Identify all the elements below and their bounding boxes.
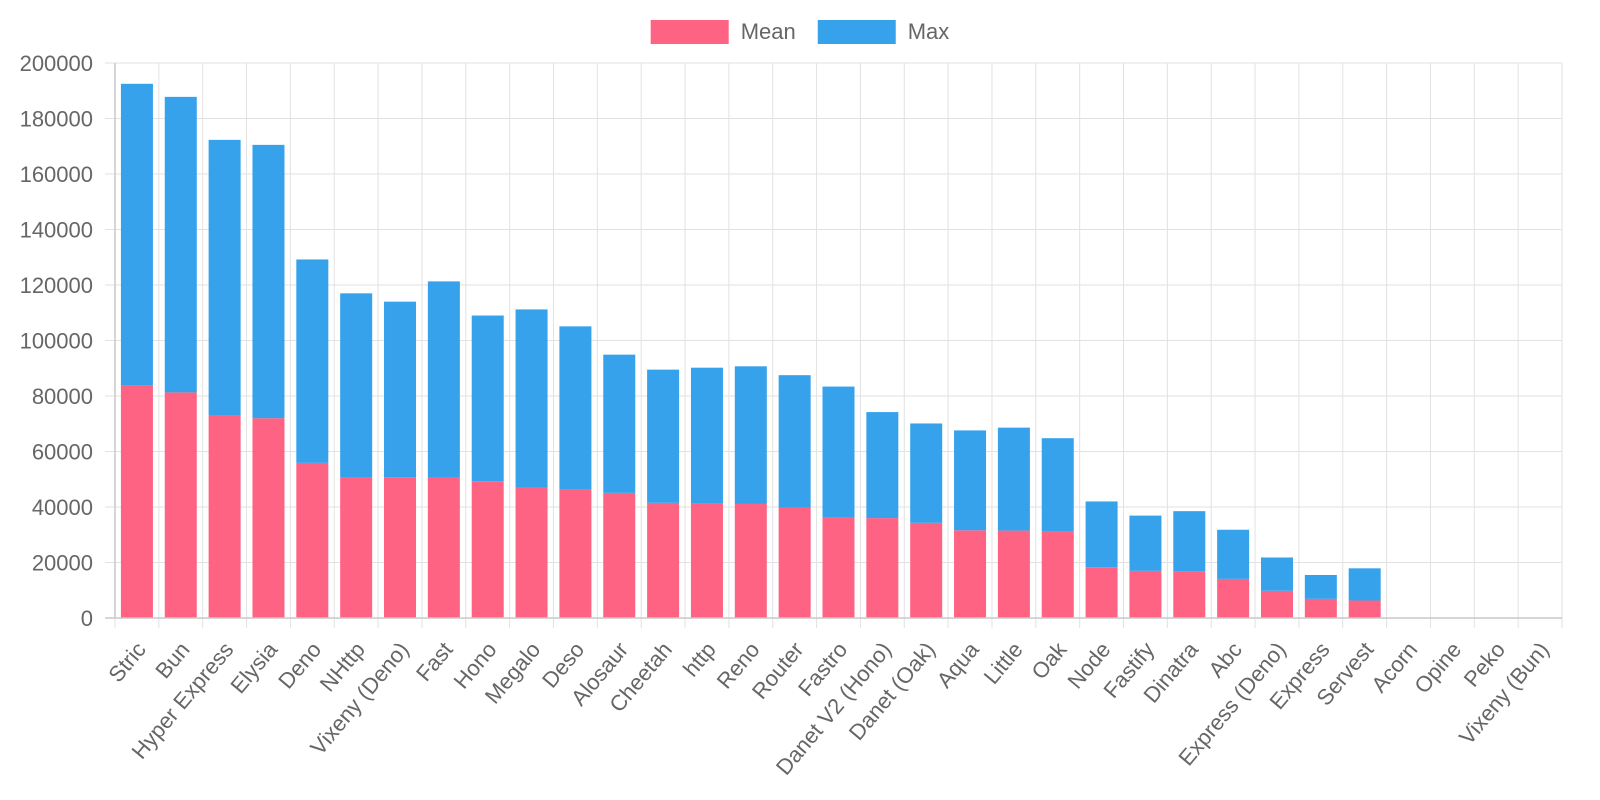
bar-max-27[interactable] xyxy=(1304,574,1337,599)
bar-max-0[interactable] xyxy=(120,83,153,386)
legend-label: Max xyxy=(908,19,950,44)
y-tick-label: 100000 xyxy=(20,329,93,354)
bar-mean-19[interactable] xyxy=(954,530,987,618)
bar-max-18[interactable] xyxy=(910,423,943,523)
bar-max-23[interactable] xyxy=(1129,515,1162,571)
bar-max-6[interactable] xyxy=(384,301,417,478)
bar-mean-28[interactable] xyxy=(1348,600,1381,618)
bar-max-26[interactable] xyxy=(1260,557,1293,591)
bar-mean-9[interactable] xyxy=(515,487,548,618)
bar-mean-14[interactable] xyxy=(734,503,767,618)
bar-max-14[interactable] xyxy=(734,366,767,504)
y-tick-label: 0 xyxy=(81,606,93,631)
bar-max-12[interactable] xyxy=(647,369,680,503)
bar-max-8[interactable] xyxy=(471,315,504,482)
x-tick-label: Aqua xyxy=(932,637,985,693)
bar-max-28[interactable] xyxy=(1348,568,1381,601)
y-tick-label: 120000 xyxy=(20,273,93,298)
bar-max-16[interactable] xyxy=(822,386,855,518)
y-tick-label: 160000 xyxy=(20,162,93,187)
bar-max-24[interactable] xyxy=(1173,511,1206,572)
chart-legend[interactable]: Mean Max xyxy=(650,19,950,44)
bar-mean-18[interactable] xyxy=(910,522,943,618)
bar-mean-2[interactable] xyxy=(208,415,241,618)
bar-mean-24[interactable] xyxy=(1173,571,1206,618)
bar-max-17[interactable] xyxy=(866,412,899,519)
bar-max-21[interactable] xyxy=(1041,438,1074,532)
bar-mean-7[interactable] xyxy=(427,477,460,618)
bar-mean-22[interactable] xyxy=(1085,567,1118,618)
y-tick-label: 40000 xyxy=(32,495,93,520)
bar-max-19[interactable] xyxy=(954,430,987,531)
x-tick-label: Deno xyxy=(273,637,326,693)
legend-item-max[interactable]: Max xyxy=(817,19,950,44)
bar-mean-6[interactable] xyxy=(384,477,417,618)
y-tick-label: 180000 xyxy=(20,107,93,132)
bar-mean-1[interactable] xyxy=(164,392,197,618)
bar-max-25[interactable] xyxy=(1217,529,1250,579)
bar-mean-16[interactable] xyxy=(822,517,855,618)
chart-bars xyxy=(120,83,1381,618)
legend-swatch xyxy=(817,20,896,44)
legend-swatch xyxy=(650,20,729,44)
y-tick-label: 140000 xyxy=(20,218,93,243)
bar-mean-5[interactable] xyxy=(340,477,373,618)
y-tick-label: 20000 xyxy=(32,551,93,576)
bar-max-7[interactable] xyxy=(427,281,460,478)
bar-mean-21[interactable] xyxy=(1041,531,1074,618)
bar-mean-26[interactable] xyxy=(1260,590,1293,618)
bar-max-20[interactable] xyxy=(997,427,1030,531)
bar-mean-8[interactable] xyxy=(471,481,504,618)
bar-mean-3[interactable] xyxy=(252,418,285,618)
bar-max-2[interactable] xyxy=(208,139,241,416)
y-tick-label: 60000 xyxy=(32,440,93,465)
bar-max-22[interactable] xyxy=(1085,501,1118,568)
legend-item-mean[interactable]: Mean xyxy=(650,19,796,44)
x-tick-label: Acorn xyxy=(1366,637,1422,697)
x-tick-label: Stric xyxy=(103,637,150,687)
bar-max-1[interactable] xyxy=(164,96,197,393)
bar-max-4[interactable] xyxy=(296,259,329,463)
bar-mean-10[interactable] xyxy=(559,489,592,618)
bar-mean-11[interactable] xyxy=(603,492,636,618)
y-tick-label: 80000 xyxy=(32,384,93,409)
x-tick-label: Elysia xyxy=(225,637,282,699)
x-tick-label: Opine xyxy=(1409,637,1466,698)
bar-max-5[interactable] xyxy=(340,293,373,478)
bar-max-3[interactable] xyxy=(252,144,285,419)
y-tick-label: 200000 xyxy=(20,51,93,76)
bar-max-10[interactable] xyxy=(559,326,592,490)
bar-mean-17[interactable] xyxy=(866,518,899,618)
bar-mean-0[interactable] xyxy=(120,385,153,618)
bar-max-15[interactable] xyxy=(778,375,811,508)
bar-max-11[interactable] xyxy=(603,354,636,493)
bar-mean-20[interactable] xyxy=(997,530,1030,618)
bar-max-9[interactable] xyxy=(515,309,548,488)
bar-mean-12[interactable] xyxy=(647,502,680,618)
bar-mean-4[interactable] xyxy=(296,462,329,618)
bar-mean-25[interactable] xyxy=(1217,578,1250,618)
bar-mean-15[interactable] xyxy=(778,507,811,618)
chart-axes xyxy=(105,63,1562,619)
bar-mean-27[interactable] xyxy=(1304,598,1337,618)
bar-max-13[interactable] xyxy=(690,367,723,504)
legend-label: Mean xyxy=(741,19,796,44)
x-tick-label: Little xyxy=(979,637,1028,689)
bar-mean-13[interactable] xyxy=(690,503,723,618)
bar-mean-23[interactable] xyxy=(1129,570,1162,618)
y-axis-ticks: 0 20000 40000 60000 80000 100000 120000 140000 1… xyxy=(20,51,93,631)
